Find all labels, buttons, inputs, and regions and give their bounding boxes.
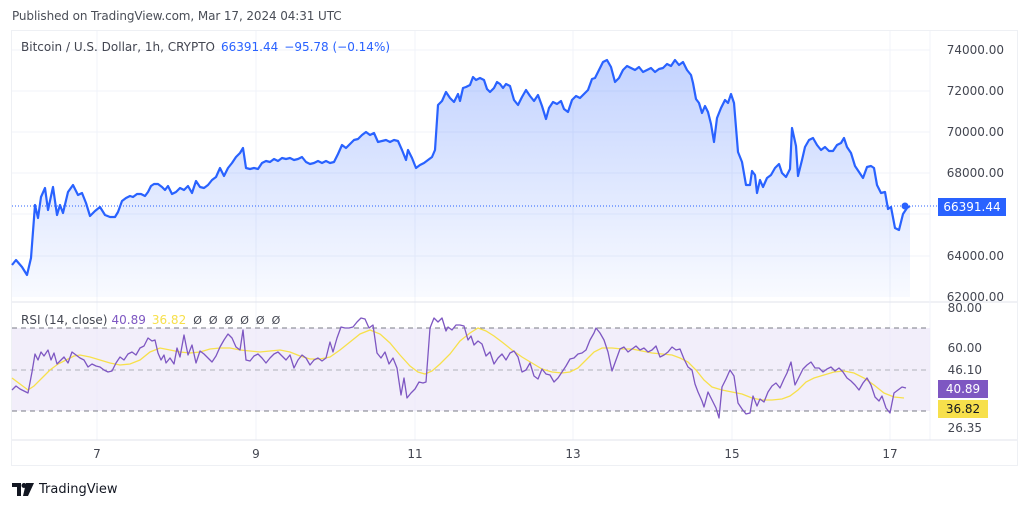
chart-frame: [11, 30, 1018, 466]
rsi-tick: 80.00: [947, 301, 982, 315]
price-tick: 74000.00: [946, 43, 1004, 57]
time-tick: 7: [93, 447, 101, 461]
tradingview-logo[interactable]: TradingView: [12, 482, 118, 497]
last-price-dot: [901, 202, 909, 210]
price-tick: 64000.00: [946, 249, 1004, 263]
time-tick: 15: [724, 447, 740, 461]
price-tick: 62000.00: [946, 290, 1004, 304]
time-tick: 11: [407, 447, 423, 461]
brand-name: TradingView: [39, 482, 118, 497]
time-tick: 9: [252, 447, 260, 461]
last-price-value: 66391.44: [221, 40, 279, 54]
published-caption: Published on TradingView.com, Mar 17, 20…: [12, 9, 342, 23]
rsi-na-value: Ø: [240, 314, 249, 327]
current-price-tag: 66391.44: [938, 198, 1006, 216]
rsi-na-value: Ø: [224, 314, 234, 327]
rsi-na-value: Ø: [271, 314, 281, 327]
rsi-legend[interactable]: RSI (14, close) 40.89 36.82 Ø Ø Ø Ø Ø Ø: [21, 313, 280, 327]
price-area-fill: [12, 60, 910, 297]
rsi-tick: 26.35: [947, 421, 982, 435]
rsi-na-value: Ø: [255, 314, 265, 327]
price-tick: 68000.00: [946, 166, 1004, 180]
rsi-tick: 46.10: [947, 363, 982, 377]
rsi-tick: 60.00: [947, 341, 982, 355]
tradingview-icon: [12, 483, 34, 496]
time-tick: 13: [565, 447, 581, 461]
symbol-legend[interactable]: Bitcoin / U.S. Dollar, 1h, CRYPTO 66391.4…: [21, 40, 390, 54]
symbol-title: Bitcoin / U.S. Dollar, 1h, CRYPTO: [21, 40, 215, 54]
rsi-na-value: Ø: [208, 314, 218, 327]
rsi-ma-value: 36.82: [151, 313, 187, 327]
price-tick: 70000.00: [946, 125, 1004, 139]
price-tick: 72000.00: [946, 84, 1004, 98]
price-line: [11, 58, 911, 277]
time-tick: 17: [882, 447, 898, 461]
rsi-value-tag: 40.89: [938, 380, 988, 398]
price-change-value: −95.78 (−0.14%): [284, 40, 391, 54]
rsi-na-value: Ø: [193, 314, 202, 327]
rsi-value: 40.89: [111, 313, 146, 327]
rsi-title: RSI (14, close): [21, 313, 108, 327]
rsi-line: [11, 317, 907, 419]
rsi-ma-tag: 36.82: [938, 400, 988, 418]
